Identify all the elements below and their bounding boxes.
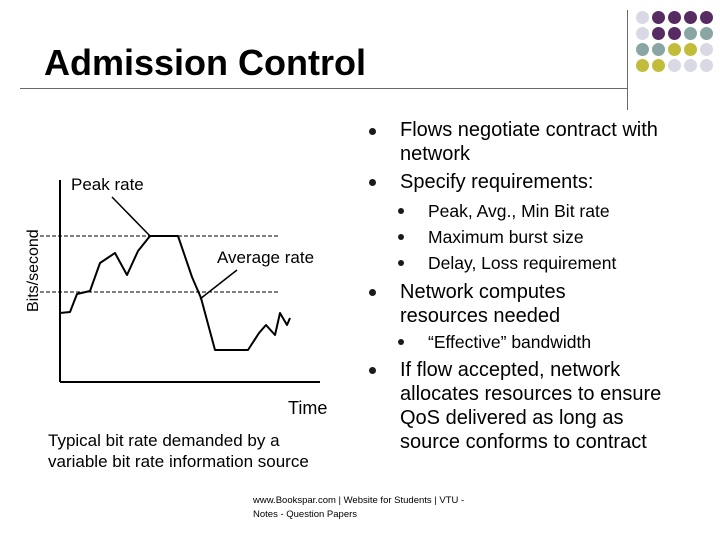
footer-text: www.Bookspar.com | Website for Students … bbox=[253, 495, 465, 520]
decoration-divider bbox=[627, 10, 628, 110]
x-axis-label: Time bbox=[288, 398, 327, 418]
bullet-icon bbox=[398, 234, 404, 240]
sub-bullet-item: “Effective” bandwidth bbox=[428, 332, 592, 352]
bullet-item: Network computes resources needed bbox=[400, 281, 566, 327]
decorative-dot bbox=[700, 59, 713, 72]
decorative-dot bbox=[668, 59, 681, 72]
decorative-dot bbox=[652, 11, 665, 24]
decorative-dot bbox=[652, 43, 665, 56]
bullet-icon bbox=[369, 289, 376, 296]
decorative-dot bbox=[684, 27, 697, 40]
decorative-dot bbox=[700, 43, 713, 56]
title-divider bbox=[20, 88, 628, 89]
average-rate-label: Average rate bbox=[217, 248, 314, 267]
decorative-dot bbox=[652, 59, 665, 72]
peak-rate-label: Peak rate bbox=[71, 175, 144, 194]
decorative-dot bbox=[684, 59, 697, 72]
bullet-item: If flow accepted, network allocates reso… bbox=[400, 359, 662, 453]
decorative-dot-grid bbox=[636, 11, 716, 91]
decorative-dot bbox=[668, 43, 681, 56]
bullet-icon bbox=[398, 339, 404, 345]
sub-bullet-item: Peak, Avg., Min Bit rate bbox=[428, 201, 610, 221]
bullet-icon bbox=[369, 128, 376, 135]
bullet-item: Flows negotiate contract with network bbox=[400, 119, 658, 165]
decorative-dot bbox=[700, 27, 713, 40]
decorative-dot bbox=[636, 43, 649, 56]
decorative-dot bbox=[684, 11, 697, 24]
bullet-icon bbox=[369, 179, 376, 186]
slide-title: Admission Control bbox=[44, 42, 366, 83]
peak-pointer-line bbox=[111, 196, 152, 238]
decorative-dot bbox=[668, 11, 681, 24]
sub-bullet-item: Delay, Loss requirement bbox=[428, 253, 617, 273]
sub-bullet-item: Maximum burst size bbox=[428, 227, 584, 247]
figure-caption: Typical bit rate demanded by a variable … bbox=[48, 431, 309, 471]
decorative-dot bbox=[700, 11, 713, 24]
bit-rate-figure: Bits/second Peak rate Average rate Time bbox=[25, 175, 327, 418]
decorative-dot bbox=[684, 43, 697, 56]
decorative-dot bbox=[636, 27, 649, 40]
decorative-dot bbox=[652, 27, 665, 40]
decorative-dot bbox=[668, 27, 681, 40]
decorative-dot bbox=[636, 11, 649, 24]
bullet-icon bbox=[398, 260, 404, 266]
y-axis-label: Bits/second bbox=[25, 229, 42, 312]
average-pointer-line bbox=[199, 269, 238, 300]
decorative-dot bbox=[636, 59, 649, 72]
bit-rate-curve bbox=[59, 235, 291, 351]
bullet-icon bbox=[369, 367, 376, 374]
bullet-icon bbox=[398, 208, 404, 214]
bullet-item: Specify requirements: bbox=[400, 171, 594, 193]
